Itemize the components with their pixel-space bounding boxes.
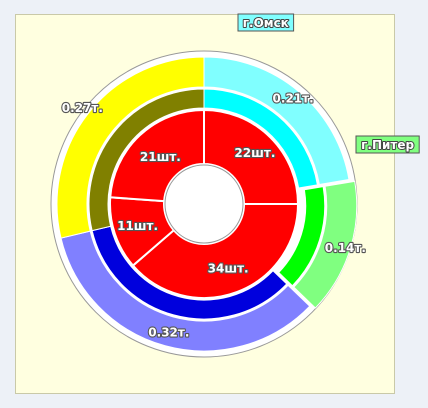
inner-slice-label: 34шт. [208,262,249,276]
outer-slice-label: 0.21т. [273,92,314,106]
inner-ring-slice[interactable] [109,108,205,203]
donut-hole [164,164,244,244]
middle-ring-slice[interactable] [88,88,205,232]
inner-ring-slice[interactable] [131,203,300,299]
outer-slice-label: 0.32т. [148,325,189,339]
inner-slice-label: 11шт. [117,219,158,233]
category-tag-text: г.Питер [361,138,414,152]
outer-ring-slice[interactable] [56,56,205,239]
category-tag: г.Омск [237,13,295,32]
category-tag-box [355,135,420,154]
inner-slice-label: 22шт. [234,146,275,160]
middle-ring-slice[interactable] [203,88,318,189]
outer-ring-slice[interactable] [293,180,358,309]
category-tag-box [237,13,295,32]
outer-slice-label: 0.14т. [325,241,366,255]
outer-slice-label: 0.27т. [62,101,103,115]
category-tag-text: г.Омск [243,16,289,30]
outer-ring-slice[interactable] [203,56,350,186]
middle-ring-slice[interactable] [278,186,326,287]
category-tag: г.Питер [355,135,420,154]
inner-slice-label: 21шт. [140,150,181,164]
inner-ring-slice[interactable] [203,108,300,205]
